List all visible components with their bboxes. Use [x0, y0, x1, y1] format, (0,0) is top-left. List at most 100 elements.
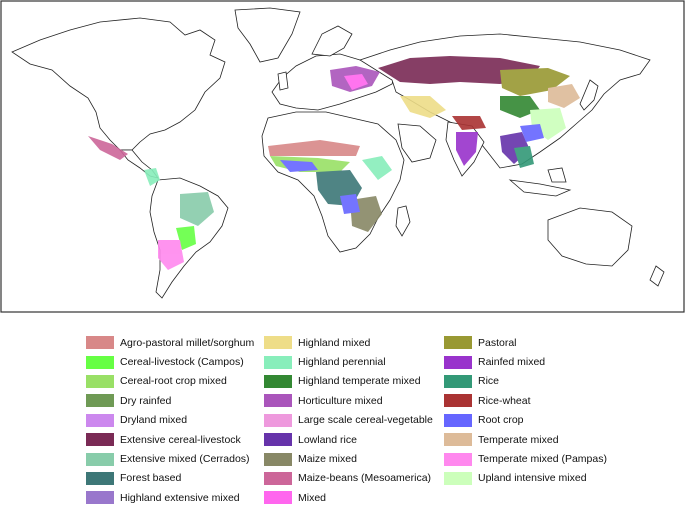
legend-label: Mixed — [298, 491, 327, 504]
legend-column: Highland mixed Highland perennial Highla… — [264, 333, 433, 508]
legend-swatch — [444, 433, 472, 447]
legend-item: Cereal-livestock (Campos) — [86, 352, 254, 371]
region-root-crop-central-africa — [340, 194, 360, 214]
legend-swatch — [264, 452, 292, 466]
legend-swatch — [86, 491, 114, 505]
legend-item: Mixed — [264, 488, 433, 507]
region-extensive-mixed-cerrados — [180, 192, 214, 226]
legend-column: Agro-pastoral millet/sorghum Cereal-live… — [86, 333, 254, 508]
region-mixed-eastern-europe — [344, 74, 368, 90]
legend-label: Root crop — [478, 414, 524, 427]
legend-item: Upland intensive mixed — [444, 469, 607, 488]
map-legend: Agro-pastoral millet/sorghum Cereal-live… — [86, 333, 685, 508]
legend-item: Cereal-root crop mixed — [86, 372, 254, 391]
legend-label: Highland extensive mixed — [120, 491, 240, 504]
legend-label: Cereal-livestock (Campos) — [120, 356, 244, 369]
legend-label: Extensive cereal-livestock — [120, 433, 241, 446]
legend-label: Forest based — [120, 472, 182, 485]
legend-swatch — [86, 413, 114, 427]
legend-swatch — [444, 452, 472, 466]
legend-label: Horticulture mixed — [298, 394, 383, 407]
farming-system-regions — [88, 56, 580, 270]
legend-label: Maize-beans (Mesoamerica) — [298, 472, 432, 485]
legend-label: Agro-pastoral millet/sorghum — [120, 336, 255, 349]
legend-item: Dry rainfed — [86, 391, 254, 410]
legend-item: Dryland mixed — [86, 411, 254, 430]
legend-item: Highland temperate mixed — [264, 372, 433, 391]
legend-item: Highland mixed — [264, 333, 433, 352]
legend-label: Pastoral — [478, 336, 517, 349]
legend-swatch — [86, 452, 114, 466]
legend-label: Dry rainfed — [120, 394, 172, 407]
legend-swatch — [444, 336, 472, 350]
legend-label: Rainfed mixed — [478, 356, 546, 369]
legend-item: Temperate mixed — [444, 430, 607, 449]
region-root-crop-africa — [280, 160, 318, 172]
legend-item: Maize mixed — [264, 449, 433, 468]
legend-column: Pastoral Rainfed mixed Rice Rice-wheat R… — [444, 333, 607, 488]
legend-label: Temperate mixed (Pampas) — [478, 453, 607, 466]
legend-label: Highland mixed — [298, 336, 371, 349]
legend-swatch — [86, 471, 114, 485]
legend-item: Horticulture mixed — [264, 391, 433, 410]
region-highland-temperate-mixed — [500, 96, 540, 118]
region-highland-mixed-andes — [144, 168, 160, 186]
legend-swatch — [86, 336, 114, 350]
legend-swatch — [444, 394, 472, 408]
legend-label: Rice — [478, 375, 500, 388]
region-maize-beans-mesoamerica — [88, 136, 128, 160]
legend-item: Rainfed mixed — [444, 352, 607, 371]
region-highland-perennial-africa — [362, 156, 392, 180]
legend-item: Rice-wheat — [444, 391, 607, 410]
legend-label: Dryland mixed — [120, 414, 188, 427]
legend-item: Highland extensive mixed — [86, 488, 254, 507]
legend-swatch — [444, 471, 472, 485]
region-temperate-mixed-pampas — [158, 240, 184, 270]
legend-swatch — [264, 413, 292, 427]
legend-swatch — [444, 413, 472, 427]
legend-label: Large scale cereal-vegetable — [298, 414, 433, 427]
region-agro-pastoral-africa — [268, 140, 360, 156]
legend-item: Large scale cereal-vegetable — [264, 411, 433, 430]
legend-label: Rice-wheat — [478, 394, 531, 407]
legend-label: Extensive mixed (Cerrados) — [120, 453, 250, 466]
legend-item: Rice — [444, 372, 607, 391]
legend-swatch — [264, 471, 292, 485]
legend-swatch — [264, 355, 292, 369]
legend-item: Lowland rice — [264, 430, 433, 449]
legend-label: Cereal-root crop mixed — [120, 375, 227, 388]
region-rice-wheat — [452, 116, 486, 130]
legend-swatch — [264, 491, 292, 505]
legend-swatch — [444, 355, 472, 369]
legend-swatch — [264, 374, 292, 388]
legend-label: Highland temperate mixed — [298, 375, 421, 388]
legend-item: Temperate mixed (Pampas) — [444, 449, 607, 468]
region-temperate-mixed-china — [548, 84, 580, 108]
legend-label: Highland perennial — [298, 356, 386, 369]
legend-swatch — [86, 374, 114, 388]
legend-item: Forest based — [86, 469, 254, 488]
region-highland-mixed-asia — [400, 96, 446, 118]
legend-item: Maize-beans (Mesoamerica) — [264, 469, 433, 488]
legend-swatch — [444, 374, 472, 388]
legend-item: Pastoral — [444, 333, 607, 352]
legend-swatch — [86, 355, 114, 369]
region-rice-sea — [514, 146, 534, 168]
legend-label: Maize mixed — [298, 453, 357, 466]
legend-item: Highland perennial — [264, 352, 433, 371]
legend-label: Temperate mixed — [478, 433, 559, 446]
region-rainfed-mixed-india — [456, 132, 478, 166]
legend-swatch — [86, 433, 114, 447]
legend-swatch — [264, 394, 292, 408]
legend-swatch — [264, 433, 292, 447]
world-farming-systems-map — [0, 0, 685, 313]
legend-item: Extensive cereal-livestock — [86, 430, 254, 449]
region-cereal-livestock-campos — [176, 226, 196, 250]
region-extensive-cereal-livestock — [378, 56, 540, 84]
region-root-crop-sea — [520, 124, 544, 142]
legend-item: Extensive mixed (Cerrados) — [86, 449, 254, 468]
legend-label: Upland intensive mixed — [478, 472, 587, 485]
legend-swatch — [86, 394, 114, 408]
legend-swatch — [264, 336, 292, 350]
legend-item: Root crop — [444, 411, 607, 430]
